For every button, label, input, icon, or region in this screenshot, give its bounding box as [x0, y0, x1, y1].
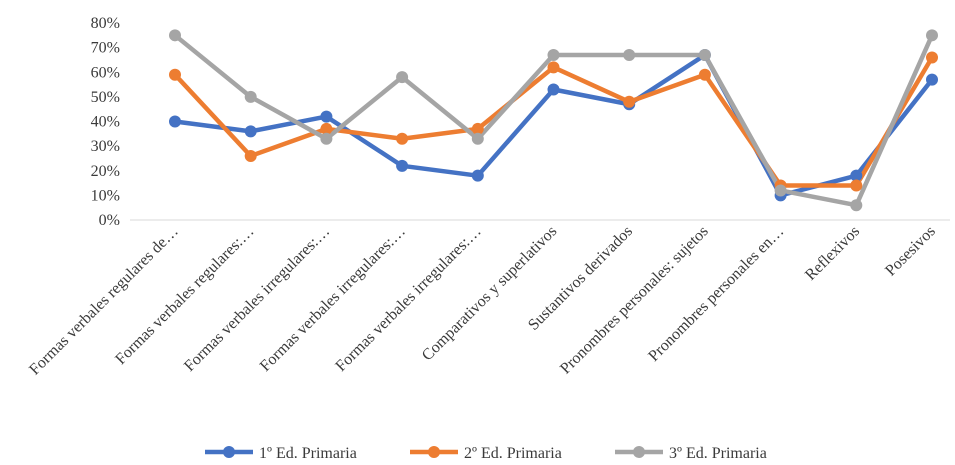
x-category-label: Reflexivos: [802, 223, 863, 284]
legend-swatch-marker: [428, 446, 440, 458]
legend-label: 2º Ed. Primaria: [464, 445, 562, 462]
legend-label: 3º Ed. Primaria: [669, 445, 767, 462]
y-tick-label: 80%: [91, 15, 120, 32]
legend-swatch-marker: [223, 446, 235, 458]
y-tick-label: 60%: [91, 64, 120, 81]
data-point: [244, 149, 257, 162]
data-point: [169, 68, 181, 81]
data-point: [320, 122, 333, 135]
y-tick-label: 10%: [91, 187, 120, 204]
x-category-label: Formas verbales irregulares:…: [257, 223, 409, 375]
data-point: [926, 29, 938, 42]
y-tick-label: 50%: [91, 89, 120, 106]
y-tick-label: 40%: [91, 114, 120, 131]
data-point: [396, 132, 409, 145]
x-category-label: Formas verbales irregulares:…: [181, 223, 333, 375]
x-category-label: Formas verbales irregulares:…: [332, 223, 484, 375]
x-axis-categories: Formas verbales regulares de…Formas verb…: [26, 223, 939, 379]
y-tick-label: 30%: [91, 138, 120, 155]
data-point: [547, 83, 560, 96]
data-point: [169, 115, 181, 128]
data-point: [850, 179, 863, 192]
x-category-label: Formas verbales regulares de…: [26, 223, 182, 379]
legend-swatch-marker: [633, 446, 645, 458]
y-axis-ticks: 0% 10% 20% 30% 40% 50% 60% 70% 80%: [91, 15, 120, 229]
data-point: [547, 61, 560, 74]
legend: 1º Ed. Primaria 2º Ed. Primaria 3º Ed. Pri…: [205, 445, 767, 462]
data-point: [471, 122, 484, 135]
data-point: [774, 184, 787, 197]
data-point: [850, 199, 863, 212]
data-point: [320, 132, 333, 145]
data-point: [396, 159, 409, 172]
data-point: [926, 73, 938, 86]
data-point: [623, 95, 636, 108]
data-point: [244, 90, 257, 103]
data-point: [471, 169, 484, 182]
x-category-label: Comparativos y superlativos: [419, 223, 560, 364]
x-category-label: Posesivos: [882, 223, 939, 280]
data-point: [698, 49, 711, 62]
x-category-label: Pronombres personales en…: [645, 223, 787, 365]
series-points: [169, 29, 938, 212]
data-point: [244, 125, 257, 138]
data-point: [547, 49, 560, 62]
data-point: [471, 132, 484, 145]
y-tick-label: 0%: [99, 212, 120, 229]
x-category-label: Formas verbales regulares:…: [112, 223, 257, 368]
data-point: [320, 110, 333, 123]
data-point: [169, 29, 181, 42]
series-line-1: [172, 52, 935, 198]
data-point: [926, 51, 938, 64]
data-point: [396, 71, 409, 84]
x-category-label: Pronombres personales: sujetos: [557, 223, 712, 378]
data-point: [623, 49, 636, 62]
data-point: [850, 169, 863, 182]
data-point: [698, 68, 711, 81]
y-tick-label: 70%: [91, 40, 120, 57]
series-line-2: [172, 55, 935, 188]
y-tick-label: 20%: [91, 163, 120, 180]
legend-label: 1º Ed. Primaria: [259, 445, 357, 462]
